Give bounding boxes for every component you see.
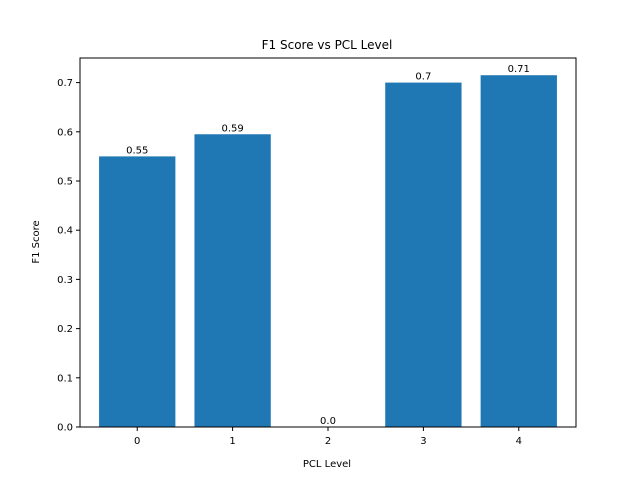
bar-3 xyxy=(385,82,462,427)
y-tick-label-0.5: 0.5 xyxy=(57,177,73,188)
y-axis-label: F1 Score xyxy=(31,220,42,263)
y-axis: 0.0 0.1 0.2 0.3 0.4 0.5 0.6 0.7 xyxy=(57,78,80,434)
y-tick-label-0.0: 0.0 xyxy=(57,423,73,434)
y-tick-label-0.3: 0.3 xyxy=(57,275,73,286)
x-tick-label-0: 0 xyxy=(134,436,140,447)
bars-layer: 0.55 0.59 0.0 0.7 0.71 xyxy=(99,64,557,427)
data-label-0: 0.55 xyxy=(126,145,148,156)
y-tick-label-0.1: 0.1 xyxy=(57,373,73,384)
x-tick-label-4: 4 xyxy=(516,436,522,447)
data-label-4: 0.71 xyxy=(508,64,530,75)
y-tick-label-0.6: 0.6 xyxy=(57,127,73,138)
x-tick-label-1: 1 xyxy=(229,436,235,447)
data-label-3: 0.7 xyxy=(415,72,431,83)
bar-0 xyxy=(99,156,176,427)
x-tick-label-3: 3 xyxy=(420,436,426,447)
bar-4 xyxy=(480,75,557,427)
data-label-1: 0.59 xyxy=(221,123,243,134)
y-tick-label-0.4: 0.4 xyxy=(57,226,73,237)
y-tick-label-0.2: 0.2 xyxy=(57,324,73,335)
x-axis: 0 1 2 3 4 xyxy=(134,427,522,447)
x-axis-label: PCL Level xyxy=(303,459,351,470)
data-label-2: 0.0 xyxy=(320,416,336,427)
y-tick-label-0.7: 0.7 xyxy=(57,78,73,89)
x-tick-label-2: 2 xyxy=(325,436,331,447)
plot-frame xyxy=(79,57,577,428)
bar-1 xyxy=(194,134,271,427)
chart-title: F1 Score vs PCL Level xyxy=(262,38,393,52)
